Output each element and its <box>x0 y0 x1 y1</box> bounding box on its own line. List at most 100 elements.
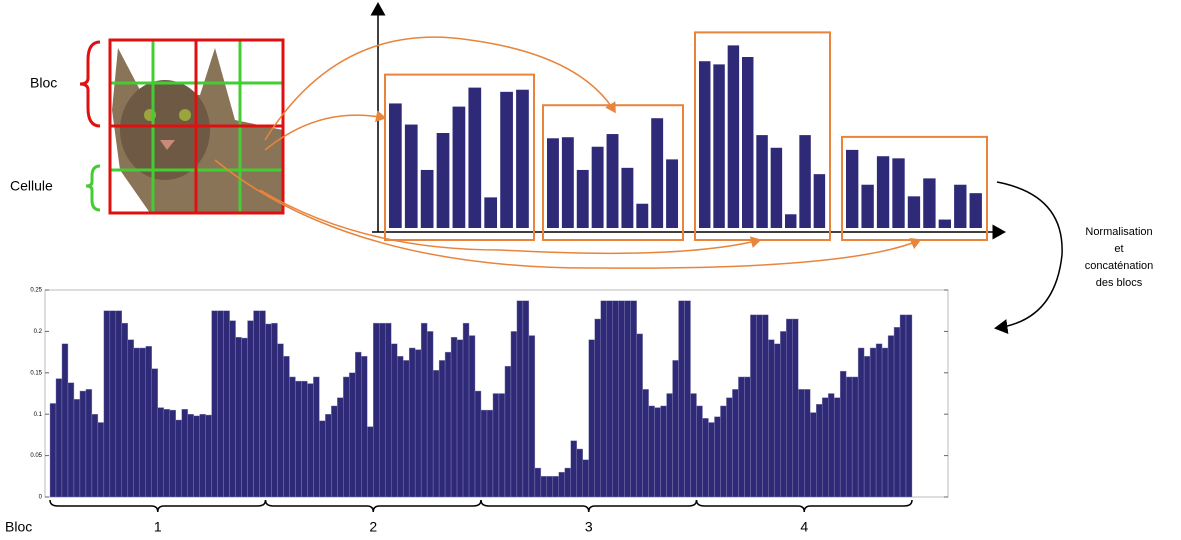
bar <box>839 370 847 498</box>
bar <box>522 300 530 498</box>
hist-bar <box>436 133 450 228</box>
bar <box>582 459 589 498</box>
cell-label: Cellule <box>10 178 53 194</box>
hist-bar <box>420 169 434 228</box>
bar <box>756 314 763 498</box>
bar <box>157 407 164 498</box>
bar <box>73 399 81 498</box>
hist-bar <box>938 219 952 228</box>
bar <box>881 347 889 498</box>
hist-bar <box>651 118 664 228</box>
bar <box>277 343 284 498</box>
bar <box>528 335 536 498</box>
bar <box>857 347 865 498</box>
bar <box>827 393 835 498</box>
bar <box>301 380 308 498</box>
hist-bar <box>770 147 783 228</box>
bar <box>804 389 811 498</box>
hist-bar <box>785 214 797 228</box>
bar <box>169 409 176 498</box>
bar <box>893 327 901 498</box>
hist-bar <box>923 178 936 228</box>
bar <box>432 370 440 498</box>
bar <box>355 351 362 498</box>
hist-bar <box>389 103 402 228</box>
hist-bar <box>468 87 482 228</box>
bar <box>887 335 895 498</box>
hist-bar <box>954 184 967 228</box>
bar <box>67 382 75 498</box>
bar <box>97 422 105 498</box>
bar <box>732 389 739 498</box>
bar <box>343 376 350 498</box>
block-grid <box>108 38 285 215</box>
bar <box>618 300 625 498</box>
bar <box>349 372 356 498</box>
bar <box>875 343 883 498</box>
bar <box>606 300 613 498</box>
bar <box>109 310 117 498</box>
bar <box>361 356 368 498</box>
bar <box>127 339 135 498</box>
bar <box>570 440 577 498</box>
bar <box>133 347 140 498</box>
bar <box>792 318 799 498</box>
bar <box>660 405 667 498</box>
bar <box>313 376 320 498</box>
bar <box>91 414 99 498</box>
bar <box>211 310 218 498</box>
hist-bar <box>666 159 679 228</box>
bar <box>391 343 398 498</box>
bar <box>337 397 344 498</box>
hist-bar <box>727 45 740 229</box>
hist-bar <box>591 146 604 228</box>
hist-bar <box>484 197 498 228</box>
bar <box>295 380 302 498</box>
bar <box>636 333 643 498</box>
bar <box>115 310 123 498</box>
bar <box>121 322 129 498</box>
group-label: 4 <box>800 519 808 535</box>
bar <box>151 368 158 498</box>
cell-brace <box>85 164 101 212</box>
bar <box>833 397 841 498</box>
y-tick-label: 0 <box>39 495 43 501</box>
y-tick-label: 0.25 <box>30 288 42 294</box>
hist-bar <box>969 193 982 228</box>
bar <box>648 405 655 498</box>
bar <box>762 314 769 498</box>
bar <box>205 414 212 498</box>
bar <box>708 422 715 498</box>
hist-bar <box>876 156 890 228</box>
step-line: et <box>1114 243 1123 255</box>
bar <box>510 331 518 498</box>
bar <box>408 347 416 498</box>
bar <box>504 365 512 498</box>
bar <box>444 351 452 498</box>
bar <box>905 314 913 498</box>
bar <box>223 310 230 498</box>
group-brace <box>264 499 482 513</box>
bar <box>307 383 314 498</box>
y-tick-label: 0.15 <box>30 370 42 376</box>
group-brace <box>49 499 267 513</box>
bar <box>217 310 224 498</box>
y-tick-label: 0.05 <box>30 453 42 459</box>
bar <box>666 393 673 498</box>
bar <box>696 405 703 498</box>
hist-bar <box>636 203 649 228</box>
bar <box>642 389 649 498</box>
bar <box>690 393 697 498</box>
bar <box>193 415 200 498</box>
step-label: Normalisation et concaténation des blocs <box>1085 226 1154 289</box>
bar <box>438 360 446 498</box>
hist-bar <box>756 135 768 228</box>
bar <box>588 339 595 498</box>
bar <box>492 393 500 498</box>
bar <box>678 300 685 498</box>
y-tick-label: 0.2 <box>34 329 43 335</box>
step-line: des blocs <box>1096 277 1143 289</box>
bar <box>714 416 721 498</box>
hist-bar <box>547 138 559 228</box>
